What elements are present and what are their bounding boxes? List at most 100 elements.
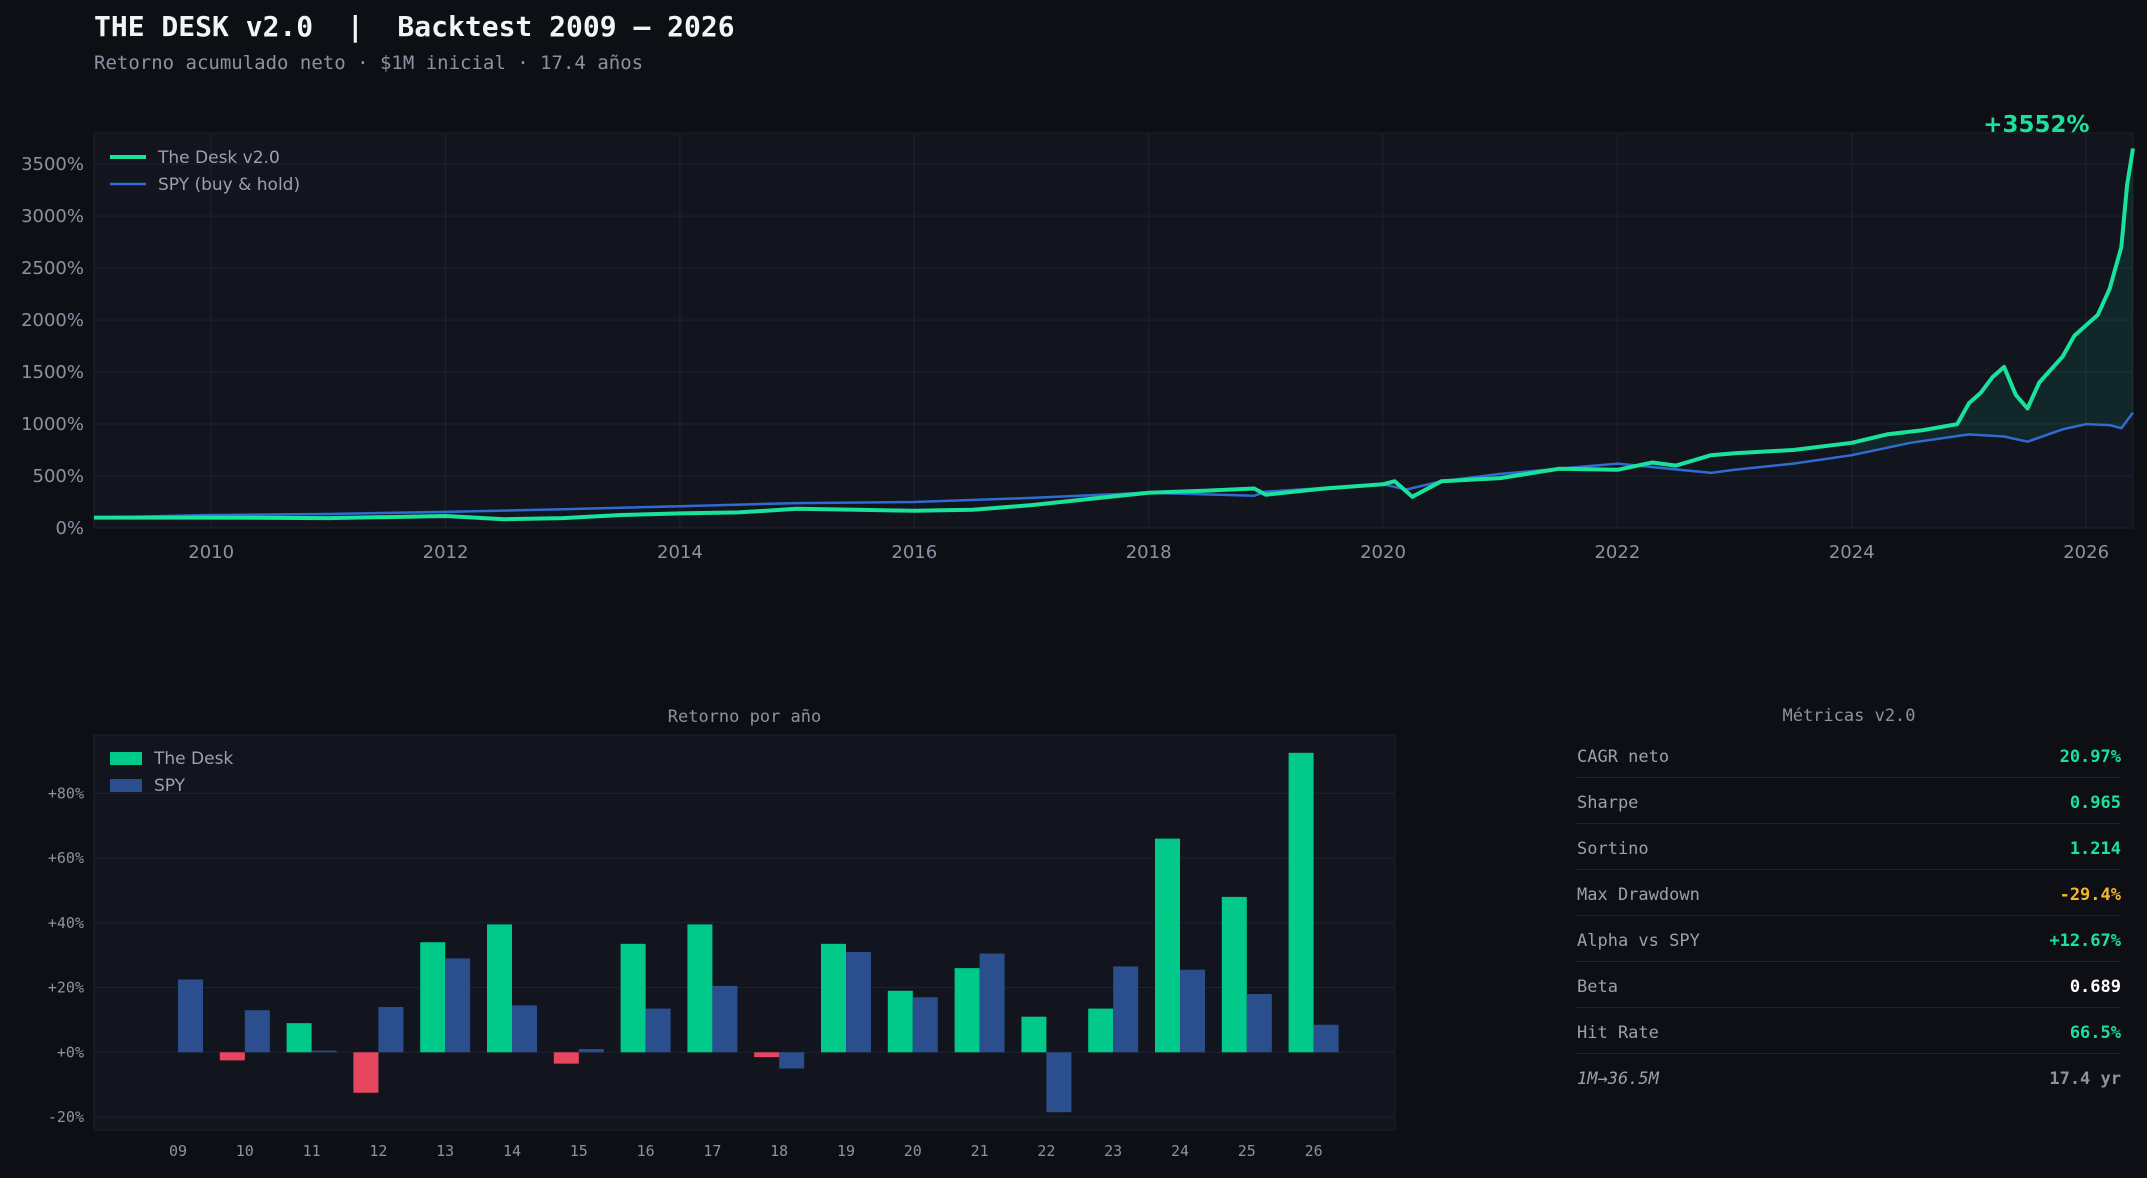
spy-bar [979,953,1005,1053]
x-tick-label: 11 [303,1142,321,1160]
x-tick-label: 2010 [188,542,234,563]
x-tick-label: 19 [837,1142,855,1160]
legend-label-spy: SPY (buy & hold) [158,175,300,195]
desk-bar [620,943,646,1053]
x-tick-label: 10 [236,1142,254,1160]
y-tick-label: 2000% [21,310,84,331]
metric-value: 1.214 [2069,838,2121,859]
spy-bar [445,958,471,1053]
spy-bar [578,1049,604,1053]
x-tick-label: 2024 [1829,542,1875,563]
y-tick-label: 500% [33,466,84,487]
x-tick-label: 22 [1037,1142,1055,1160]
x-tick-label: 2022 [1594,542,1640,563]
spy-bar [1113,966,1139,1053]
x-tick-label: 24 [1171,1142,1189,1160]
x-tick-label: 17 [703,1142,721,1160]
desk-bar [353,1052,379,1093]
x-tick-label: 2018 [1126,542,1172,563]
desk-bar [821,943,846,1053]
y-tick-label: 1000% [21,414,84,435]
cumulative-return-chart: 0% 500% 1000% 1500% 2000% 2500% 3000% 3500% 2010… [21,112,2135,563]
bar-legend: The Desk SPY [110,749,233,796]
spy-bar [512,1005,537,1053]
metric-row: Hit Rate 66.5% [1577,1008,2121,1054]
x-tick-label: 2020 [1360,542,1406,563]
y-tick-label: +40% [48,914,84,932]
desk-bar [1155,838,1180,1053]
metric-label: CAGR neto [1577,746,1670,767]
metric-row: Sharpe 0.965 [1577,778,2121,824]
metric-row: Beta 0.689 [1577,962,2121,1008]
spy-bar [912,997,938,1053]
desk-line [94,148,2135,522]
metric-row: Alpha vs SPY +12.67% [1577,916,2121,962]
desk-bar [1021,1016,1047,1053]
y-tick-label: +60% [48,849,84,867]
metrics-list: CAGR neto 20.97% Sharpe 0.965 Sortino 1.214 Ma… [1577,732,2121,1100]
metric-value: 66.5% [2069,1022,2121,1043]
spy-bar [311,1050,337,1053]
metric-label: Max Drawdown [1577,884,1700,905]
x-tick-label: 12 [369,1142,387,1160]
x-tick-label: 16 [637,1142,655,1160]
metric-label: Sharpe [1577,792,1639,813]
metric-row: 1M→36.5M 17.4 yr [1577,1054,2121,1100]
desk-bar [754,1052,780,1058]
desk-bar [286,1023,312,1053]
spy-line [93,411,2135,519]
desk-bar [687,924,713,1053]
y-tick-label: 2500% [21,258,84,279]
spy-bar [712,985,738,1053]
spy-bar [244,1010,270,1053]
metrics-panel: Métricas v2.0 CAGR neto 20.97% Sharpe 0.965… [1577,700,2121,1100]
y-tick-label: -20% [48,1108,84,1126]
metric-label: Sortino [1577,838,1649,859]
spy-bar [178,979,203,1053]
legend-swatch-spy [110,779,142,792]
desk-bar [487,924,512,1053]
x-tick-label: 2026 [2063,542,2109,563]
metric-row: Max Drawdown -29.4% [1577,870,2121,916]
spy-bar [645,1008,671,1053]
x-tick-label: 20 [904,1142,922,1160]
x-tick-label: 21 [971,1142,989,1160]
x-tick-label: 13 [436,1142,454,1160]
metric-label: Alpha vs SPY [1577,930,1700,951]
desk-bar [420,942,446,1053]
y-tick-label: 1500% [21,362,84,383]
y-tick-label: 3500% [21,154,84,175]
metric-value: 17.4 yr [2049,1069,2121,1089]
plot-area [93,132,2134,529]
metric-label: Beta [1577,976,1618,997]
y-tick-label: 3000% [21,206,84,227]
legend-label-spy: SPY [154,776,186,796]
metrics-title: Métricas v2.0 [1782,706,1916,726]
desk-bar [1088,1008,1114,1053]
metric-row: CAGR neto 20.97% [1577,732,2121,778]
y-tick-label: 0% [55,518,84,539]
x-tick-label: 14 [503,1142,521,1160]
desk-bar [1288,752,1314,1053]
metric-value: -29.4% [2059,884,2121,905]
line-legend: The Desk v2.0 SPY (buy & hold) [110,148,300,195]
spy-bar [1046,1052,1072,1113]
final-return-annotation: +3552% [1983,112,2089,138]
metric-row: Sortino 1.214 [1577,824,2121,870]
x-tick-label: 18 [770,1142,788,1160]
desk-bar [553,1052,579,1064]
metric-label: Hit Rate [1577,1022,1659,1043]
x-tick-label: 2014 [657,542,703,563]
y-tick-label: +80% [48,784,84,802]
bar-plot-area [93,734,1396,1131]
spy-bar [779,1052,805,1069]
desk-bar [219,1052,245,1061]
desk-bar [887,990,913,1053]
metric-label: 1M→36.5M [1577,1069,1659,1089]
x-tick-label: 23 [1104,1142,1122,1160]
spy-bar [1313,1024,1339,1053]
spy-bar [846,951,871,1053]
legend-label-desk: The Desk [153,749,233,769]
x-tick-label: 2012 [423,542,469,563]
metric-value: +12.67% [2049,930,2121,951]
